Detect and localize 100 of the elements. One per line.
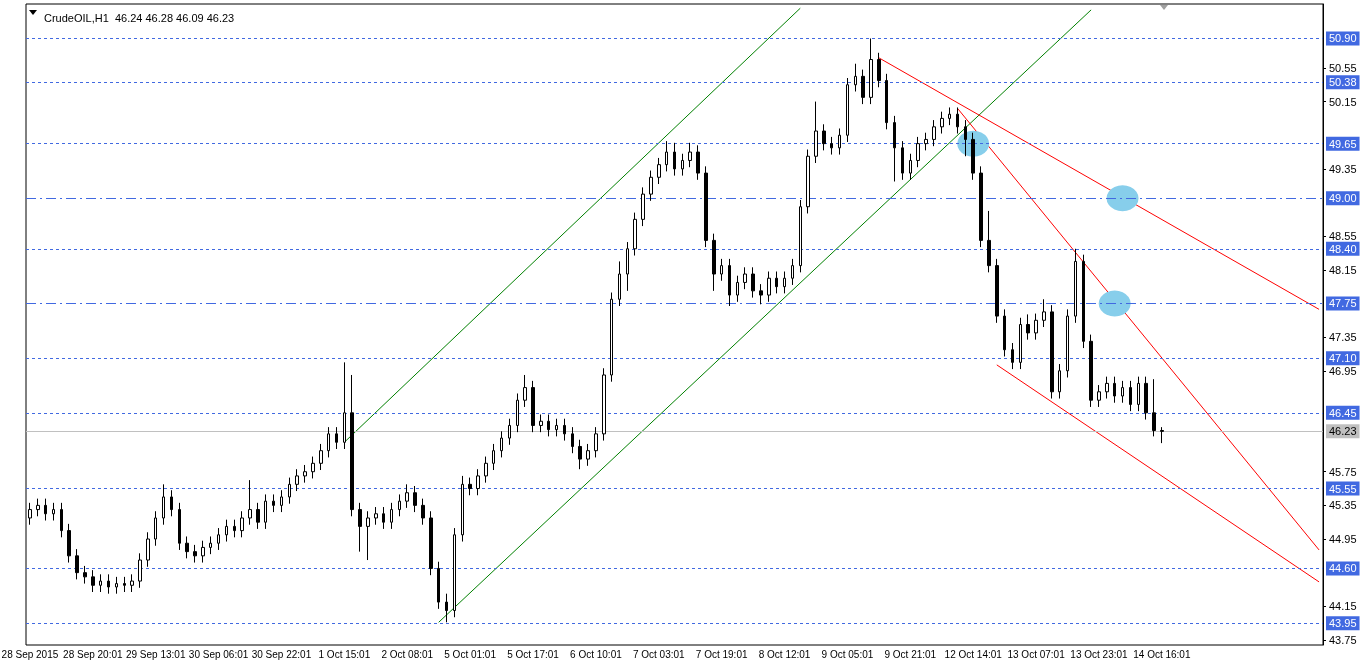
- ref-line-label: 47.10: [1329, 352, 1357, 365]
- candlestick: [398, 493, 401, 517]
- candlestick: [846, 77, 849, 143]
- candlestick: [586, 443, 590, 467]
- candlestick: [107, 573, 110, 595]
- candlestick: [1003, 308, 1006, 357]
- candlestick: [280, 489, 283, 513]
- candlestick: [233, 519, 236, 538]
- candlestick: [956, 106, 959, 135]
- candlestick: [335, 426, 338, 450]
- candlestick: [421, 498, 425, 526]
- candlestick: [248, 479, 252, 526]
- candlestick: [319, 443, 323, 471]
- candlestick: [1137, 376, 1140, 412]
- y-tick-label: 43.75: [1329, 633, 1357, 646]
- candlestick: [413, 485, 417, 513]
- x-tick-label: 7 Oct 19:01: [695, 648, 748, 660]
- candlestick: [476, 468, 480, 496]
- candlestick: [822, 123, 826, 151]
- y-tick-label: 44.15: [1329, 600, 1357, 613]
- candlestick: [649, 170, 653, 202]
- candlestick: [995, 258, 999, 324]
- candlestick: [468, 477, 472, 496]
- candlestick: [36, 498, 40, 517]
- candlestick: [146, 531, 150, 568]
- candlestick: [1121, 380, 1124, 404]
- ref-line-label: 46.23: [1329, 425, 1357, 438]
- candlestick: [1034, 313, 1038, 341]
- text: CrudeOIL,H1 46.24 46.28 46.09 46.23: [44, 11, 235, 24]
- candlestick: [484, 456, 488, 484]
- candlestick: [225, 519, 228, 543]
- candlestick: [602, 367, 606, 442]
- candlestick: [343, 361, 346, 450]
- candlestick: [366, 510, 370, 561]
- y-tick-label: 48.55: [1329, 230, 1357, 243]
- candlestick: [209, 535, 212, 555]
- candlestick: [1050, 304, 1054, 400]
- candlestick: [861, 69, 865, 105]
- candlestick: [830, 136, 833, 156]
- x-tick-label: 12 Oct 14:01: [944, 648, 1003, 660]
- candlestick: [885, 73, 888, 130]
- candlestick: [358, 502, 362, 553]
- candlestick: [948, 106, 951, 126]
- candlestick: [909, 153, 912, 181]
- candlestick: [217, 527, 220, 551]
- candlestick: [783, 271, 786, 294]
- y-tick-label: 50.55: [1329, 61, 1357, 74]
- ref-line-label: 50.90: [1329, 32, 1357, 45]
- candlestick: [806, 149, 810, 214]
- candlestick: [193, 544, 197, 564]
- candlestick: [610, 292, 613, 383]
- candlestick: [712, 233, 716, 292]
- candlestick: [264, 493, 267, 530]
- ref-line-label: 49.00: [1329, 192, 1357, 205]
- candlestick: [311, 456, 315, 479]
- candlestick: [1160, 426, 1164, 444]
- candlestick: [1019, 317, 1022, 370]
- candlestick: [1089, 334, 1093, 408]
- candlestick: [578, 439, 582, 470]
- candlestick: [508, 418, 511, 446]
- candlestick: [390, 502, 393, 530]
- candlestick: [67, 523, 71, 564]
- x-tick-label: 9 Oct 05:01: [821, 648, 874, 660]
- candlestick: [688, 142, 692, 168]
- candlestick: [704, 165, 708, 248]
- candlestick: [138, 552, 142, 589]
- candlestick: [123, 576, 126, 593]
- candlestick: [429, 510, 433, 576]
- ref-line-label: 44.60: [1329, 562, 1357, 575]
- x-tick-label: 6 Oct 10:01: [570, 648, 623, 660]
- candlestick: [932, 119, 936, 147]
- candlestick: [681, 153, 684, 177]
- candlestick: [516, 392, 519, 433]
- candlestick: [154, 510, 157, 547]
- candlestick: [303, 464, 307, 484]
- candlestick: [1113, 376, 1116, 404]
- point: [1106, 185, 1139, 212]
- x-tick-label: 29 Sep 13:01: [125, 648, 186, 660]
- candlestick: [964, 119, 967, 157]
- candlestick: [838, 128, 841, 156]
- candlestick: [728, 258, 731, 307]
- candlestick: [1058, 363, 1061, 400]
- candlestick: [240, 510, 244, 538]
- candlestick: [916, 136, 920, 168]
- candlestick: [91, 569, 95, 593]
- candlestick: [743, 266, 747, 290]
- candlestick: [185, 535, 189, 559]
- candlestick: [1011, 342, 1014, 370]
- candlestick: [901, 140, 904, 181]
- candlestick: [893, 115, 896, 182]
- candlestick: [437, 561, 440, 610]
- x-tick-label: 13 Oct 23:01: [1070, 648, 1129, 660]
- y-tick-label: 44.95: [1329, 533, 1357, 546]
- candlestick: [1097, 384, 1101, 408]
- ref-line-label: 46.45: [1329, 406, 1357, 419]
- candlestick: [633, 212, 637, 257]
- candlestick: [178, 502, 181, 551]
- candlestick: [327, 426, 330, 458]
- candlestick: [374, 506, 378, 526]
- candlestick: [877, 52, 881, 88]
